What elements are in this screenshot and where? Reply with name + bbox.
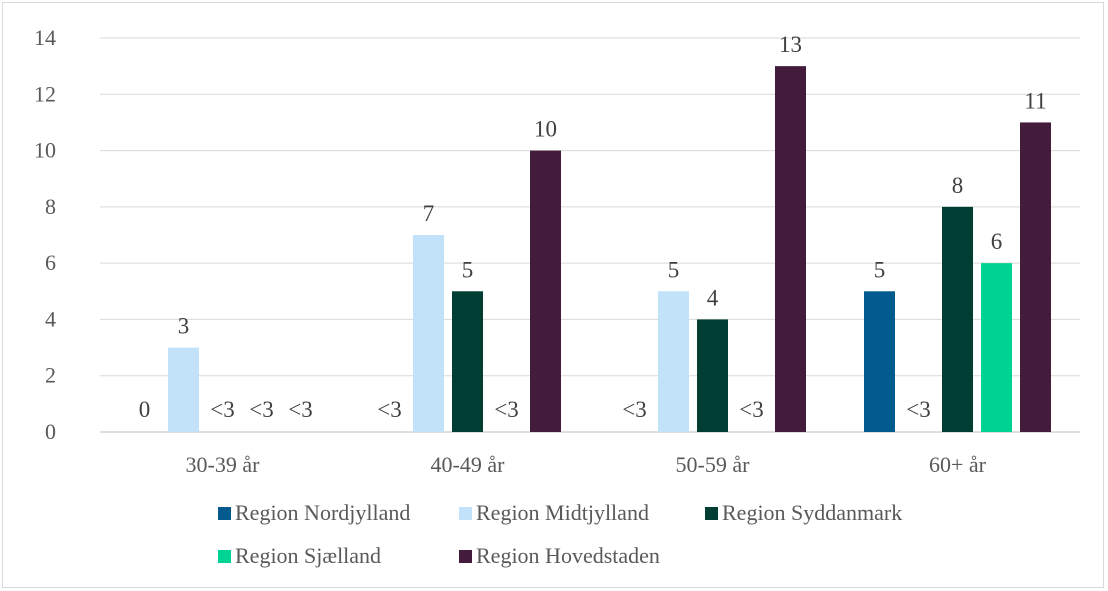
- data-label: 5: [874, 257, 886, 282]
- x-tick-label: 60+ år: [929, 452, 987, 477]
- legend-swatch: [218, 550, 231, 563]
- data-label: 4: [707, 285, 719, 310]
- data-label: 10: [534, 117, 557, 142]
- bars: [168, 66, 1051, 433]
- y-tick-label: 6: [45, 250, 56, 275]
- y-tick-label: 14: [34, 25, 56, 50]
- y-tick-label: 4: [45, 306, 56, 331]
- legend-label: Region Syddanmark: [722, 500, 902, 525]
- legend-label: Region Nordjylland: [235, 500, 410, 525]
- bar: [452, 291, 483, 432]
- legend-label: Region Sjælland: [235, 543, 381, 568]
- legend-label: Region Hovedstaden: [476, 543, 660, 568]
- data-label: 7: [423, 201, 435, 226]
- data-label: <3: [288, 397, 312, 422]
- legend-label: Region Midtjylland: [476, 500, 649, 525]
- data-labels: 0 3 <3 <3 <3 <3 7 5 <3 10 <3 5 4 <3 13 5 <3 8 6 11: [139, 32, 1047, 422]
- data-label: 11: [1024, 88, 1046, 113]
- bar: [413, 235, 444, 432]
- legend-swatch: [459, 507, 472, 520]
- x-tick-label: 30-39 år: [186, 452, 261, 477]
- y-tick-label: 8: [45, 194, 56, 219]
- bar: [775, 66, 806, 433]
- data-label: 3: [178, 314, 190, 339]
- data-label: <3: [210, 397, 234, 422]
- data-label: 8: [952, 173, 964, 198]
- bar: [658, 291, 689, 432]
- data-label: 0: [139, 397, 151, 422]
- y-tick-label: 2: [45, 363, 56, 388]
- bar: [530, 150, 561, 433]
- bar: [981, 263, 1012, 432]
- gridlines: [100, 37, 1080, 433]
- legend-swatch: [705, 507, 718, 520]
- y-tick-label: 0: [45, 419, 56, 444]
- data-label: 5: [462, 257, 474, 282]
- data-label: <3: [906, 397, 930, 422]
- data-label: <3: [249, 397, 273, 422]
- bar: [168, 347, 199, 432]
- x-tick-label: 40-49 år: [431, 452, 506, 477]
- bar: [1020, 122, 1051, 432]
- axes: 0 2 4 6 8 10 12 14 30-39 år 40-49 år 50-59 år 60+ å…: [34, 25, 987, 477]
- data-label: <3: [739, 397, 763, 422]
- bar: [697, 319, 728, 432]
- y-tick-label: 10: [34, 138, 56, 163]
- x-tick-label: 50-59 år: [676, 452, 751, 477]
- legend-swatch: [459, 550, 472, 563]
- bar: [942, 206, 973, 432]
- data-label: <3: [622, 397, 646, 422]
- bar: [864, 291, 895, 432]
- data-label: 6: [991, 229, 1003, 254]
- data-label: 13: [779, 32, 802, 57]
- legend-swatch: [218, 507, 231, 520]
- legend: Region Nordjylland Region Midtjylland Regi…: [218, 500, 902, 568]
- data-label: <3: [377, 397, 401, 422]
- y-tick-label: 12: [34, 81, 56, 106]
- data-label: 5: [668, 257, 680, 282]
- data-label: <3: [494, 397, 518, 422]
